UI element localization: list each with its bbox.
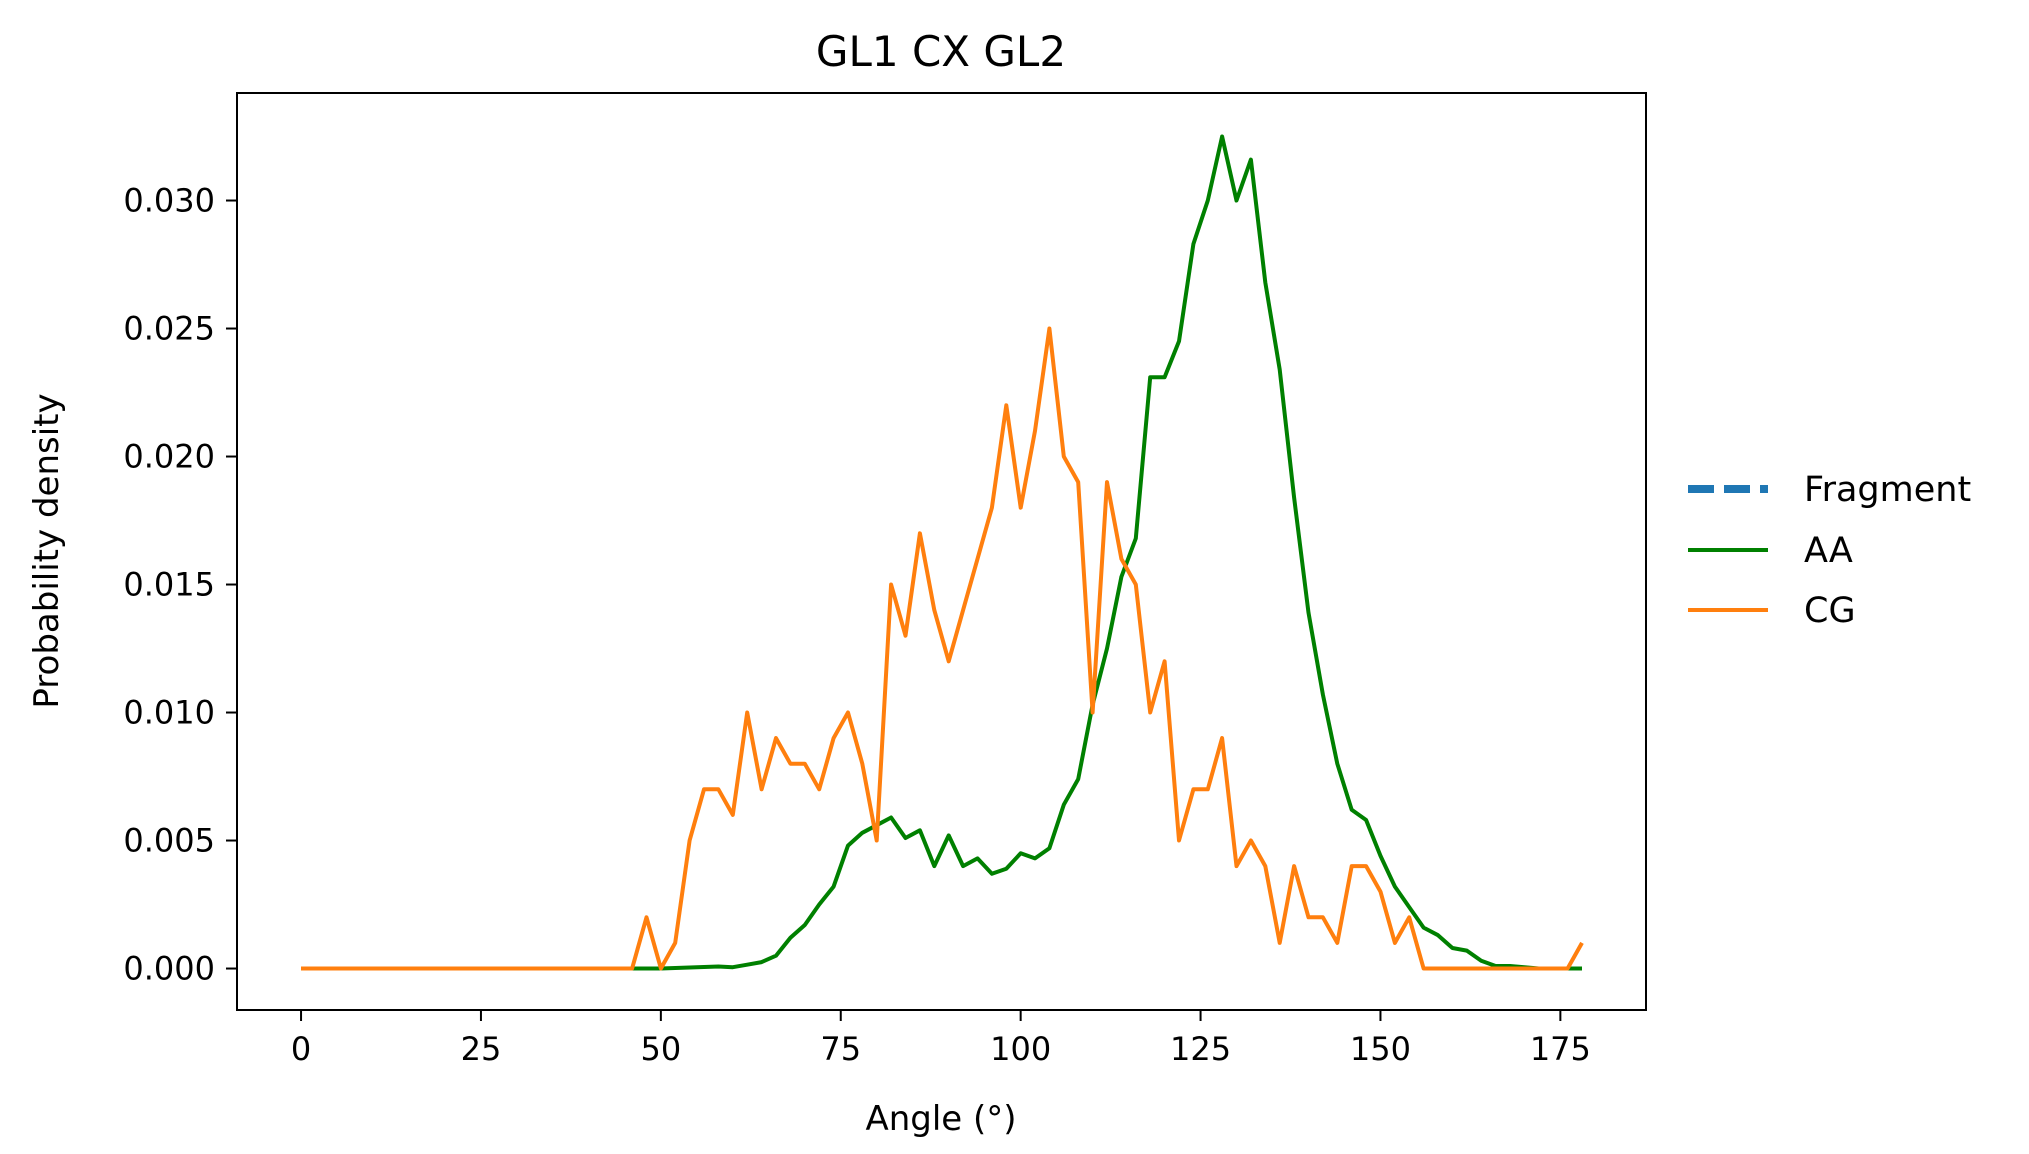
legend-label-aa: AA xyxy=(1804,531,1853,571)
x-tick-label: 0 xyxy=(291,1030,311,1068)
x-tick-label: 100 xyxy=(990,1030,1051,1068)
x-axis-label: Angle (°) xyxy=(865,1099,1016,1139)
x-tick-label: 25 xyxy=(461,1030,502,1068)
x-axis-ticks: 0 25 50 75 100 125 150 175 xyxy=(291,1010,1591,1068)
y-tick-label: 0.025 xyxy=(123,310,215,348)
series-layer xyxy=(301,134,1584,971)
x-tick-label: 75 xyxy=(820,1030,861,1068)
series-line-cg xyxy=(301,326,1584,971)
legend-label-cg: CG xyxy=(1804,591,1856,631)
legend: Fragment AA CG xyxy=(1688,470,1971,631)
x-tick-label: 125 xyxy=(1170,1030,1231,1068)
y-axis-label: Probability density xyxy=(27,393,67,708)
x-tick-label: 50 xyxy=(640,1030,681,1068)
y-tick-label: 0.030 xyxy=(123,182,215,220)
y-tick-label: 0.015 xyxy=(123,566,215,604)
plot-frame xyxy=(236,92,1647,1011)
y-axis-ticks: 0.000 0.005 0.010 0.015 0.020 0.025 0.030 xyxy=(123,182,237,988)
x-tick-label: 150 xyxy=(1350,1030,1411,1068)
y-tick-label: 0.000 xyxy=(123,950,215,988)
x-tick-label: 175 xyxy=(1530,1030,1591,1068)
y-tick-label: 0.010 xyxy=(123,694,215,732)
legend-label-fragment: Fragment xyxy=(1804,470,1971,510)
y-tick-label: 0.005 xyxy=(123,822,215,860)
chart-title: GL1 CX GL2 xyxy=(816,27,1066,76)
y-tick-label: 0.020 xyxy=(123,438,215,476)
